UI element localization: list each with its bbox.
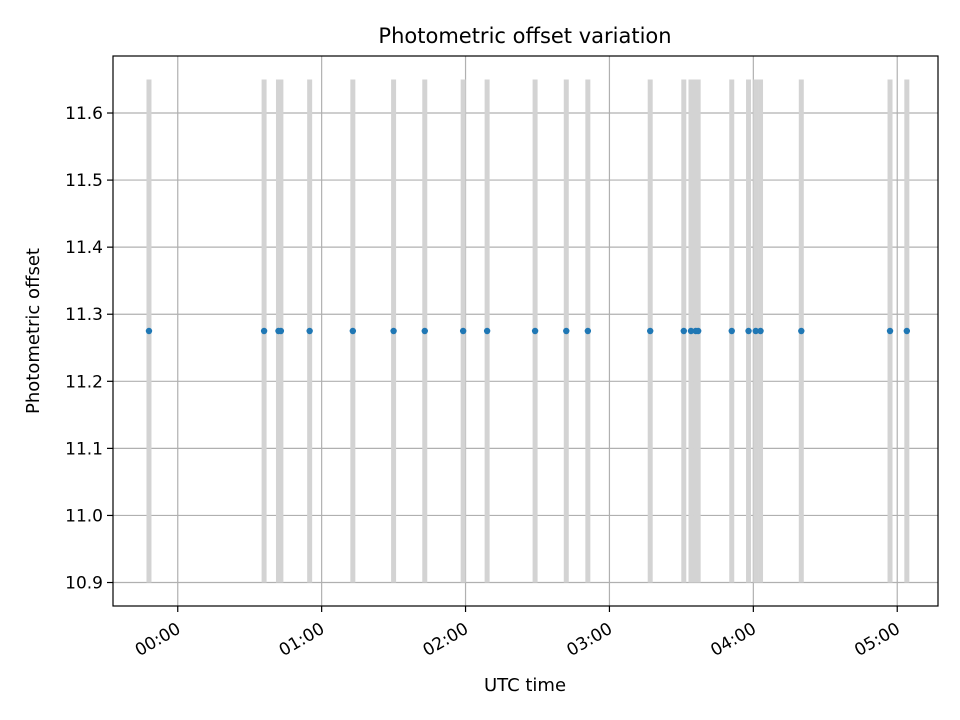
data-point — [745, 327, 752, 335]
data-point — [349, 327, 357, 335]
data-point — [752, 327, 759, 335]
data-points — [145, 327, 911, 335]
data-point — [584, 327, 592, 335]
chart-title: Photometric offset variation — [378, 24, 671, 48]
data-point — [798, 327, 805, 335]
y-tick-label: 11.5 — [65, 171, 103, 191]
data-point — [687, 327, 695, 335]
data-point — [459, 327, 467, 335]
y-tick-label: 10.9 — [65, 574, 103, 594]
data-point — [260, 327, 268, 335]
data-point — [903, 327, 911, 335]
y-tick-label: 11.1 — [65, 439, 103, 459]
data-point — [421, 327, 428, 335]
plot-frame — [112, 55, 939, 607]
data-point — [757, 327, 764, 335]
x-axis-title: UTC time — [484, 675, 566, 696]
y-tick-label: 11.6 — [65, 104, 103, 124]
y-axis: 10.9 11.0 11.1 11.2 11.3 11.4 11.5 11.6 — [65, 104, 113, 594]
data-point — [694, 327, 702, 335]
data-point — [531, 327, 539, 335]
y-axis-title: Photometric offset — [23, 248, 44, 414]
y-tick-label: 11.3 — [65, 305, 103, 325]
data-point — [277, 327, 285, 335]
data-point — [680, 327, 687, 335]
data-point — [647, 327, 654, 335]
data-point — [145, 327, 153, 335]
data-point — [728, 327, 735, 335]
data-point — [483, 327, 491, 335]
data-point — [306, 327, 313, 335]
y-tick-label: 11.4 — [65, 238, 103, 258]
data-point — [886, 327, 894, 335]
y-tick-label: 11.2 — [65, 372, 103, 392]
y-tick-label: 11.0 — [65, 506, 103, 526]
data-point — [563, 327, 570, 335]
data-point — [390, 327, 397, 335]
